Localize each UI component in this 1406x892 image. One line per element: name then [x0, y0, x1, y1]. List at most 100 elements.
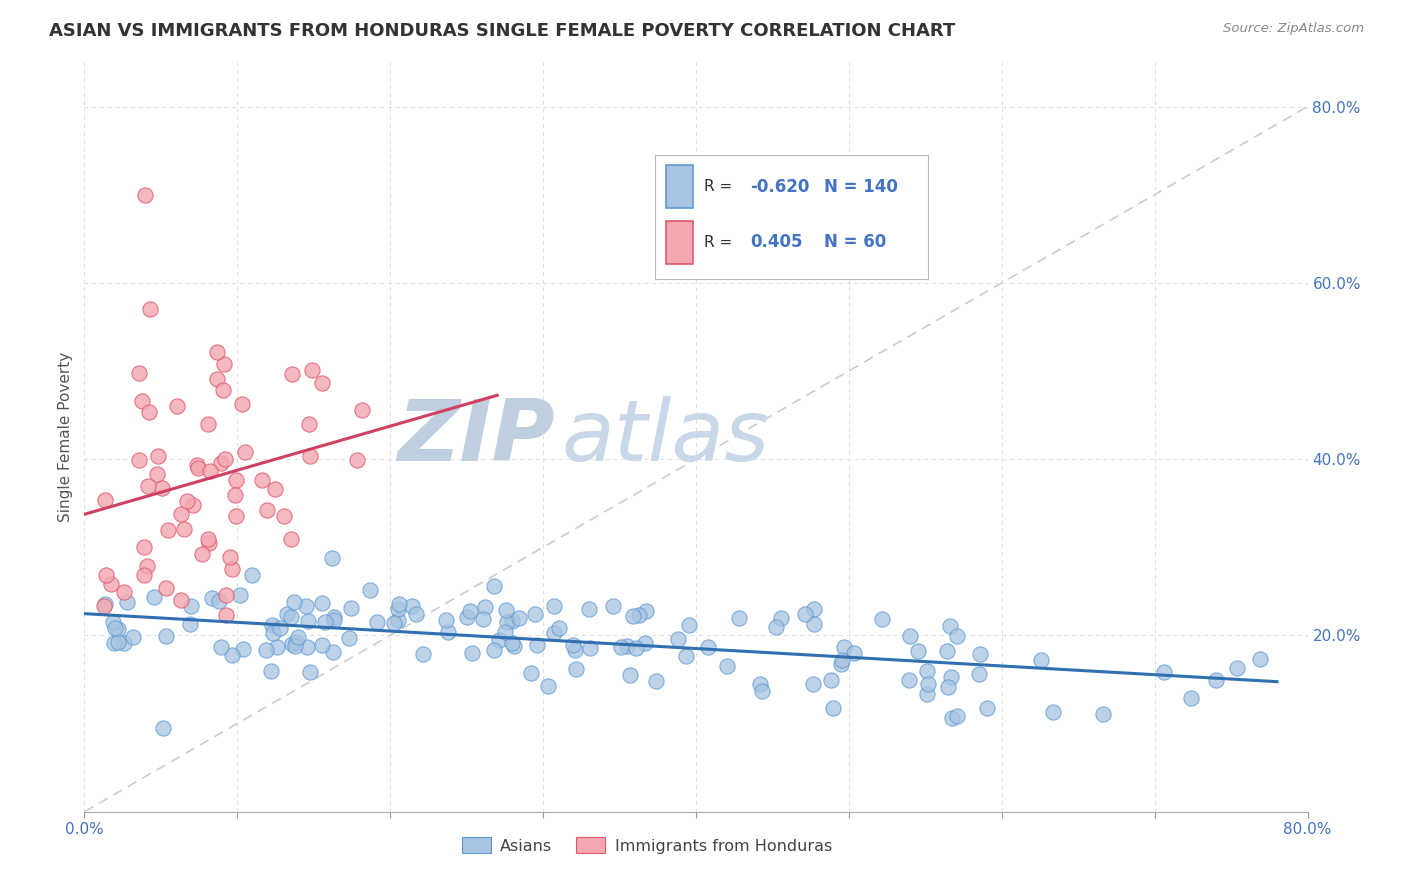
Point	[215, 588, 238, 602]
Point	[624, 640, 647, 655]
Point	[240, 568, 263, 582]
Point	[107, 635, 129, 649]
Point	[697, 640, 720, 654]
Point	[209, 640, 232, 655]
Point	[946, 708, 969, 723]
Text: ASIAN VS IMMIGRANTS FROM HONDURAS SINGLE FEMALE POVERTY CORRELATION CHART: ASIAN VS IMMIGRANTS FROM HONDURAS SINGLE…	[49, 22, 956, 40]
Point	[387, 613, 409, 627]
Point	[1042, 705, 1064, 719]
Point	[269, 621, 291, 635]
Point	[350, 403, 373, 417]
Point	[579, 641, 602, 656]
Point	[803, 617, 825, 632]
Point	[115, 595, 138, 609]
Point	[146, 449, 169, 463]
Point	[138, 405, 160, 419]
Point	[229, 587, 252, 601]
Point	[967, 666, 990, 681]
Point	[645, 674, 668, 689]
Point	[155, 629, 177, 643]
Point	[897, 673, 920, 687]
Text: ZIP: ZIP	[398, 395, 555, 479]
Point	[218, 549, 240, 564]
Point	[107, 622, 129, 636]
Point	[212, 357, 235, 371]
Point	[832, 640, 855, 654]
Point	[1153, 665, 1175, 679]
Point	[976, 701, 998, 715]
Point	[181, 498, 204, 512]
Point	[388, 597, 411, 611]
Point	[299, 449, 322, 463]
Point	[155, 581, 177, 595]
Point	[215, 607, 238, 622]
Point	[543, 626, 565, 640]
Point	[1226, 660, 1249, 674]
Point	[311, 595, 333, 609]
Point	[100, 577, 122, 591]
Point	[280, 532, 302, 546]
Point	[794, 607, 817, 622]
Legend: Asians, Immigrants from Honduras: Asians, Immigrants from Honduras	[456, 831, 838, 860]
Point	[146, 467, 169, 482]
Point	[323, 613, 346, 627]
Point	[197, 536, 219, 550]
Point	[412, 647, 434, 661]
Point	[484, 579, 506, 593]
Text: R =: R =	[704, 179, 737, 194]
Point	[205, 372, 228, 386]
Text: N = 140: N = 140	[824, 178, 898, 195]
Point	[122, 630, 145, 644]
Point	[276, 607, 298, 622]
Point	[197, 417, 219, 431]
Point	[716, 658, 738, 673]
Point	[231, 396, 253, 410]
Point	[820, 673, 842, 687]
Point	[488, 632, 510, 647]
Point	[157, 523, 180, 537]
Point	[634, 636, 657, 650]
Point	[474, 600, 496, 615]
Point	[208, 594, 231, 608]
Point	[610, 640, 633, 654]
Point	[405, 607, 427, 621]
Point	[666, 632, 689, 646]
Point	[273, 508, 295, 523]
Point	[340, 601, 363, 615]
Point	[112, 584, 135, 599]
Point	[520, 665, 543, 680]
Point	[260, 617, 283, 632]
Point	[917, 677, 939, 691]
Point	[323, 609, 346, 624]
Point	[508, 611, 530, 625]
Point	[627, 608, 650, 623]
Point	[801, 677, 824, 691]
Point	[562, 638, 585, 652]
Point	[321, 551, 343, 566]
Point	[299, 665, 322, 679]
Point	[173, 522, 195, 536]
Point	[939, 619, 962, 633]
Point	[224, 488, 246, 502]
Point	[803, 601, 825, 615]
Point	[494, 625, 516, 640]
Point	[636, 604, 658, 618]
Point	[322, 645, 344, 659]
Point	[170, 593, 193, 607]
Point	[209, 456, 232, 470]
Point	[143, 590, 166, 604]
Point	[359, 582, 381, 597]
Point	[472, 612, 495, 626]
Point	[501, 614, 523, 628]
Point	[103, 636, 125, 650]
Point	[907, 644, 929, 658]
Point	[186, 458, 208, 472]
Point	[262, 626, 284, 640]
Point	[484, 643, 506, 657]
Point	[870, 612, 893, 626]
Point	[387, 602, 409, 616]
Point	[128, 453, 150, 467]
Point	[96, 567, 118, 582]
Point	[283, 594, 305, 608]
Point	[232, 642, 254, 657]
